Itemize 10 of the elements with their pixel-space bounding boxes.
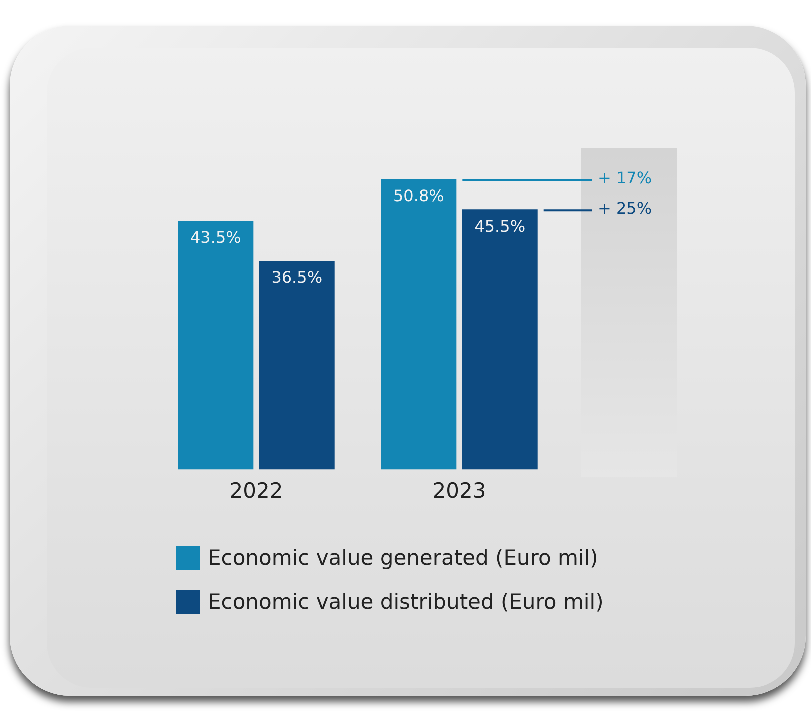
data-label: 43.5% <box>190 228 242 248</box>
text: + 17% <box>598 168 652 188</box>
data-label: 45.5% <box>474 216 526 236</box>
legend-label: Economic value distributed (Euro mil) <box>208 590 604 614</box>
legend-label: Economic value generated (Euro mil) <box>208 546 598 570</box>
data-label: 50.8% <box>393 186 444 206</box>
data-label: 36.5% <box>272 268 323 288</box>
text: + 25% <box>598 198 652 218</box>
x-tick-label: 2023 <box>432 478 486 503</box>
x-tick-label: 2022 <box>230 478 284 503</box>
